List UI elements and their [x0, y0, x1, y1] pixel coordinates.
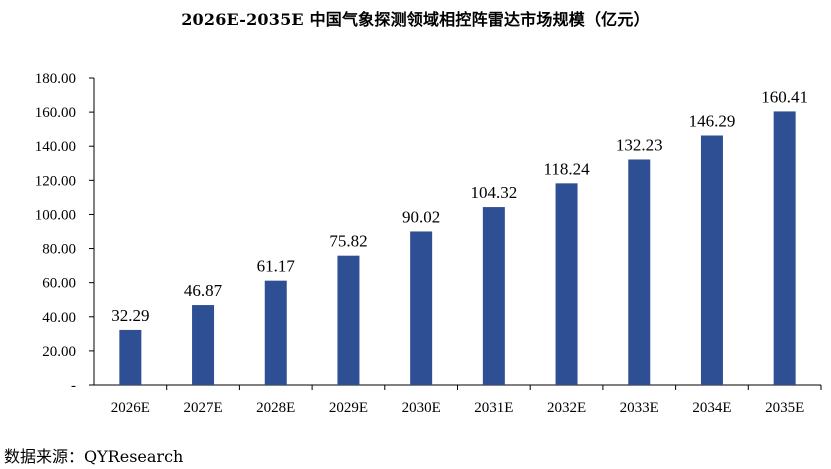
x-tick-label: 2033E — [620, 400, 659, 416]
value-labels-group: 32.29 46.87 61.17 75.82 90.02 104.32 118.24 132… — [111, 87, 808, 325]
bars-group — [119, 111, 796, 385]
y-tick-label: 80.00 — [42, 242, 76, 258]
bar-value-label: 160.41 — [761, 87, 808, 106]
x-tick-label: 2035E — [765, 400, 804, 416]
y-tick-label: 100.00 — [35, 207, 76, 223]
bar-value-label: 90.02 — [402, 207, 440, 226]
data-source-note: 数据来源：QYResearch — [4, 447, 184, 466]
bar-value-label: 104.32 — [470, 183, 517, 202]
bar-value-label: 46.87 — [184, 281, 223, 300]
bar — [628, 159, 651, 385]
x-tick-label: 2030E — [402, 400, 441, 416]
bar — [773, 111, 796, 385]
bar — [482, 207, 505, 385]
bar — [192, 305, 215, 385]
y-tick-label: 20.00 — [42, 344, 76, 360]
x-tick-label: 2031E — [474, 400, 513, 416]
y-tick-label: 120.00 — [35, 173, 76, 189]
x-tick-label: 2032E — [547, 400, 586, 416]
bar-value-label: 146.29 — [689, 111, 736, 130]
x-tick-label: 2034E — [692, 400, 731, 416]
y-tick-label: 160.00 — [35, 105, 76, 121]
bar — [410, 231, 433, 385]
y-tick-label: 40.00 — [42, 310, 76, 326]
x-tick-label: 2026E — [111, 400, 150, 416]
y-tick-label: 180.00 — [35, 71, 76, 87]
bar — [264, 280, 287, 385]
y-axis-ticks: - 20.00 40.00 60.00 80.00 100.00 120.00 140.00 1… — [35, 71, 94, 394]
y-tick-label: 60.00 — [42, 276, 76, 292]
y-tick-label: - — [71, 378, 76, 394]
bar-chart: - 20.00 40.00 60.00 80.00 100.00 120.00 140.00 1… — [35, 71, 822, 416]
chart-title: 2026E-2035E 中国气象探测领域相控阵雷达市场规模（亿元） — [181, 10, 650, 29]
bar-value-label: 32.29 — [111, 306, 149, 325]
bar — [555, 183, 578, 385]
bar-value-label: 75.82 — [329, 232, 367, 251]
bar-value-label: 132.23 — [616, 135, 663, 154]
bar-value-label: 61.17 — [257, 257, 296, 276]
bar — [119, 329, 142, 385]
x-axis-labels: 2026E 2027E 2028E 2029E 2030E 2031E 2032E 2033E… — [111, 385, 822, 416]
bar-value-label: 118.24 — [543, 159, 590, 178]
bar — [337, 255, 360, 385]
x-tick-label: 2028E — [256, 400, 295, 416]
x-tick-label: 2027E — [183, 400, 222, 416]
x-tick-label: 2029E — [329, 400, 368, 416]
y-tick-label: 140.00 — [35, 139, 76, 155]
bar — [700, 135, 723, 385]
